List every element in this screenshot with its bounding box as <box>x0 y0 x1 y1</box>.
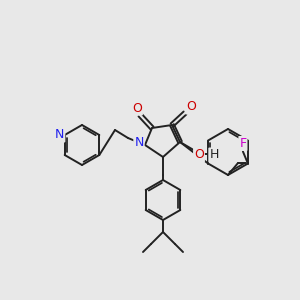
Text: N: N <box>55 128 64 142</box>
Text: O: O <box>186 100 196 113</box>
Text: N: N <box>134 136 144 149</box>
Text: H: H <box>209 148 219 161</box>
Text: O: O <box>194 148 204 161</box>
Text: O: O <box>132 101 142 115</box>
Text: F: F <box>239 137 247 150</box>
